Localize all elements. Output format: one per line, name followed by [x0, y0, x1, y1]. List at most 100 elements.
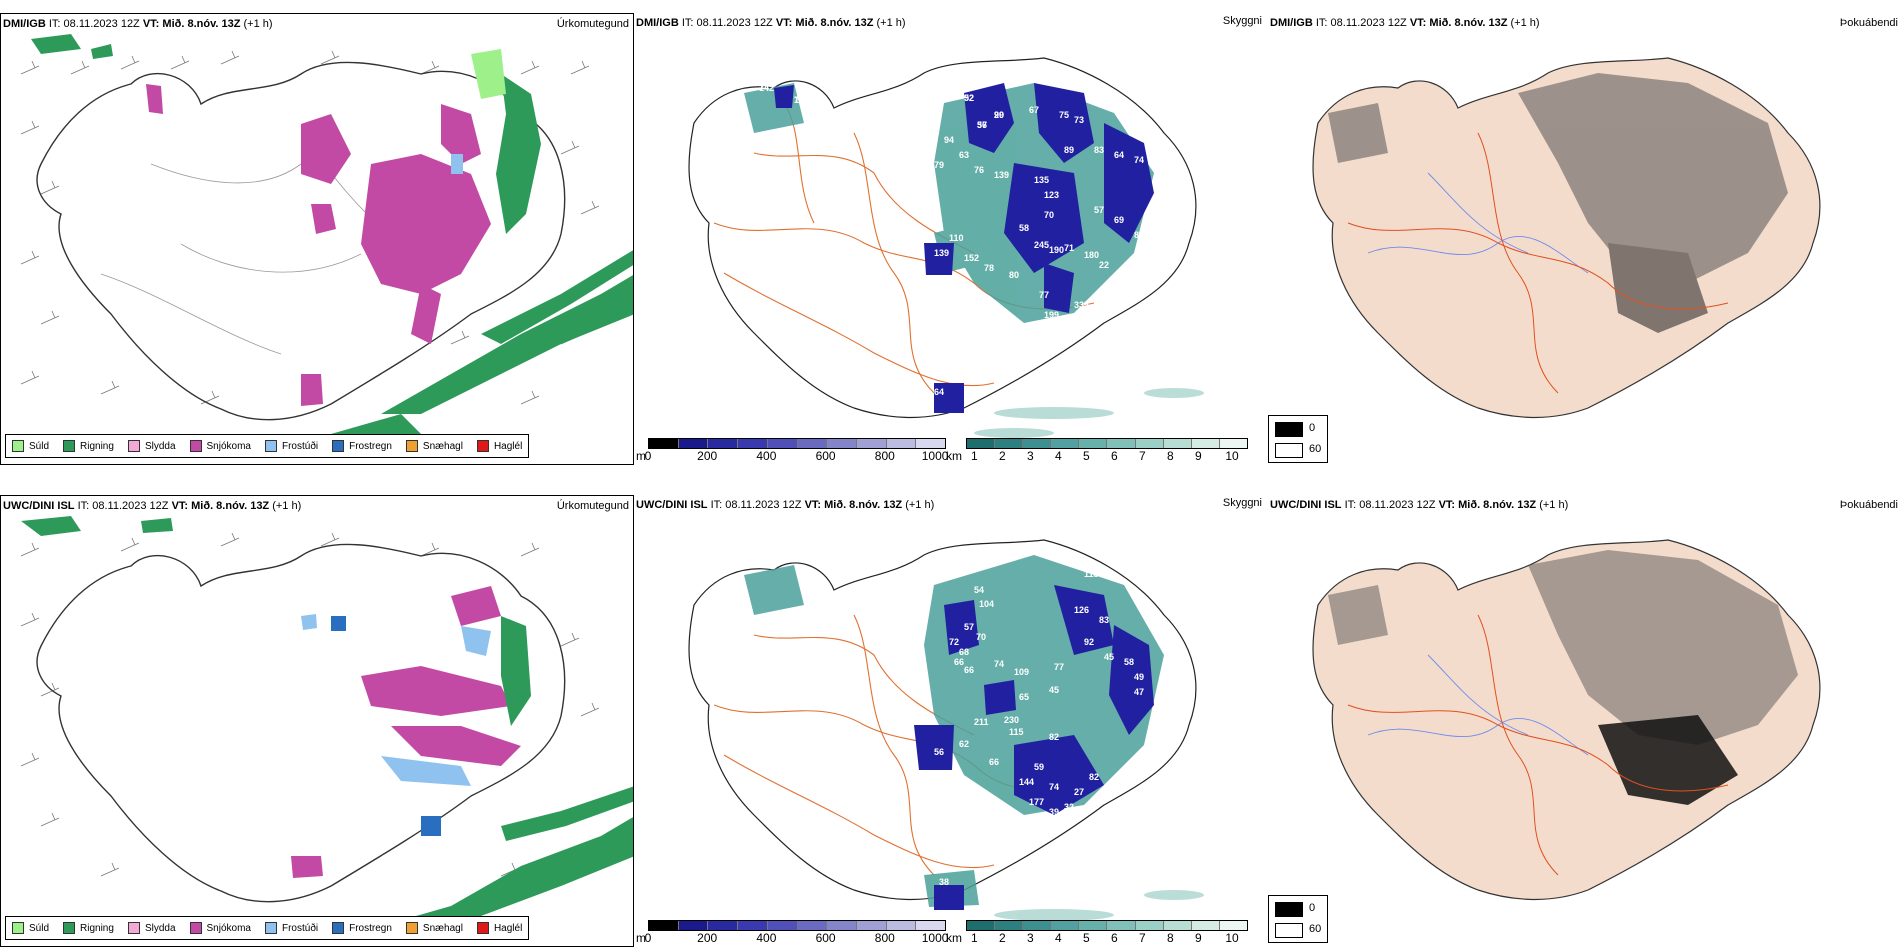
cloud-base-value: 45 — [1104, 652, 1114, 662]
iceland-map-fog-bottom — [1312, 539, 1821, 901]
cloud-base-value: 45 — [1049, 685, 1059, 695]
cloud-base-value: 66 — [989, 757, 999, 767]
iceland-map-precip-top — [20, 34, 633, 454]
cloud-base-value: 177 — [1029, 797, 1044, 807]
legend-item: Haglél — [476, 440, 522, 452]
legend-item: Haglél — [476, 922, 522, 934]
panel-title: Skyggni — [1222, 497, 1262, 509]
legend-item: Snjókoma — [189, 922, 251, 934]
panel-title: Þokuábendi — [1839, 17, 1898, 29]
iceland-outline — [36, 61, 566, 421]
cloud-base-value: 335 — [1074, 300, 1089, 310]
cloud-base-value: 245 — [1034, 240, 1049, 250]
cloud-base-value: 180 — [1084, 250, 1099, 260]
legend-item: Frostúði — [264, 922, 318, 934]
cloud-base-value: 80 — [1009, 270, 1019, 280]
cloud-base-value: 62 — [959, 739, 969, 749]
fog-panel-top: DMI/IGB IT: 08.11.2023 12Z VT: Mið. 8.nó… — [1268, 13, 1900, 465]
cloud-base-value: 57 — [1094, 205, 1104, 215]
drizzle-area — [471, 49, 506, 99]
panel-header: DMI/IGB IT: 08.11.2023 12Z VT: Mið. 8.nó… — [636, 17, 906, 29]
lead-time: (+1 h) — [243, 18, 273, 30]
cloud-base-value: 109 — [1014, 667, 1029, 677]
valid-time: Mið. 8.nóv. 13Z — [162, 18, 241, 30]
cloud-base-value: 65 — [1019, 692, 1029, 702]
cloud-base-scale: m 0 200 400 600 800 1000 — [636, 438, 948, 463]
cloud-base-value: 57 — [964, 622, 974, 632]
cloud-panel-top: 142 74 52 56 90 67 75 73 94 63 79 76 139 135 123 89 83 64… — [634, 13, 1268, 465]
cloud-base-scale: m 0 200 400 600 800 1000 — [636, 920, 948, 945]
cloud-base-value: 79 — [934, 160, 944, 170]
cloud-base-value: 83 — [1099, 615, 1109, 625]
iceland-map-precip-bottom — [20, 516, 633, 936]
cloud-base-value: 74 — [1134, 155, 1144, 165]
cloud-base-value: 66 — [954, 657, 964, 667]
cloud-base-value: 39 — [1049, 807, 1059, 817]
rain-areas — [31, 34, 633, 454]
fog-panel-bottom: UWC/DINI ISL IT: 08.11.2023 12Z VT: Mið.… — [1268, 495, 1900, 947]
panel-header: UWC/DINI ISL IT: 08.11.2023 12Z VT: Mið.… — [636, 499, 935, 511]
cloud-base-value: 89 — [1064, 145, 1074, 155]
iceland-outline — [688, 57, 1197, 419]
cloud-base-value: 92 — [1084, 637, 1094, 647]
cloud-base-value: 190 — [1049, 245, 1064, 255]
cloud-base-value: 110 — [949, 233, 964, 243]
fog-areas — [1328, 73, 1788, 333]
cloud-base-value: 75 — [1059, 110, 1069, 120]
model-name: DMI/IGB — [3, 18, 46, 30]
cloud-base-value: 82 — [1089, 772, 1099, 782]
cloud-base-value: 59 — [1034, 762, 1044, 772]
panel-header: UWC/DINI ISL IT: 08.11.2023 12Z VT: Mið.… — [1270, 499, 1569, 511]
cloud-base-value: 211 — [974, 717, 989, 727]
cloud-base-value: 135 — [1034, 175, 1049, 185]
panel-header: UWC/DINI ISL IT: 08.11.2023 12Z VT: Mið.… — [3, 500, 302, 512]
panel-header: DMI/IGB IT: 08.11.2023 12Z VT: Mið. 8.nó… — [1270, 17, 1540, 29]
cloud-base-value: 37 — [977, 120, 987, 130]
precip-legend: Súld Rigning Slydda Snjókoma Frostúði Fr… — [5, 916, 530, 940]
legend-item: Rigning — [63, 922, 114, 934]
cloud-base-value: 69 — [1114, 215, 1124, 225]
low-cloud-areas — [774, 83, 1154, 413]
cloud-base-value: 114 — [1114, 290, 1129, 300]
cloud-base-value: 49 — [1134, 672, 1144, 682]
precip-panel-top: DMI/IGB IT: 08.11.2023 12Z VT: Mið. 8.nó… — [0, 13, 634, 465]
legend-item: Súld — [12, 440, 49, 452]
cloud-base-value: 63 — [959, 150, 969, 160]
precip-legend: Súld Rigning Slydda Snjókoma Frostúði Fr… — [5, 434, 530, 458]
cloud-base-value: 70 — [1044, 210, 1054, 220]
iceland-map-fog-top — [1312, 57, 1821, 419]
legend-item: Frostúði — [264, 440, 318, 452]
cloud-base-value: 72 — [949, 637, 959, 647]
panel-title: Úrkomutegund — [556, 18, 629, 30]
cloud-base-value: 196 — [1049, 330, 1064, 340]
legend-item: Snæhagl — [405, 922, 463, 934]
cloud-base-value: 230 — [1004, 715, 1019, 725]
cloud-base-value: 29 — [994, 110, 1004, 120]
cloud-base-value: 82 — [1049, 732, 1059, 742]
cloud-base-value: 123 — [1044, 190, 1059, 200]
cloud-base-value: 56 — [934, 747, 944, 757]
cloud-base-value: 83 — [1094, 145, 1104, 155]
cloud-base-value: 52 — [964, 93, 974, 103]
cloud-base-value: 47 — [1134, 687, 1144, 697]
cloud-base-value: 139 — [994, 170, 1009, 180]
cloud-base-value: 74 — [994, 659, 1004, 669]
panel-header: DMI/IGB IT: 08.11.2023 12Z VT: Mið. 8.nó… — [3, 18, 273, 30]
cloud-base-value: 199 — [1044, 310, 1059, 320]
cloud-base-value: 126 — [1074, 605, 1089, 615]
cloud-base-value: 77 — [1039, 290, 1049, 300]
cloud-base-value: 73 — [1074, 115, 1084, 125]
cloud-base-value: 66 — [964, 665, 974, 675]
panel-title: Úrkomutegund — [556, 500, 629, 512]
snow-areas — [146, 84, 491, 406]
cloud-base-value: 27 — [1074, 787, 1084, 797]
cloud-base-value: 77 — [1054, 662, 1064, 672]
cloud-base-value: 32 — [1064, 802, 1074, 812]
cloud-base-value: 58 — [1019, 223, 1029, 233]
panel-title: Skyggni — [1222, 15, 1262, 27]
cloud-base-value: 115 — [1009, 727, 1024, 737]
cloud-base-value: 113 — [1084, 569, 1099, 579]
legend-item: Snjókoma — [189, 440, 251, 452]
